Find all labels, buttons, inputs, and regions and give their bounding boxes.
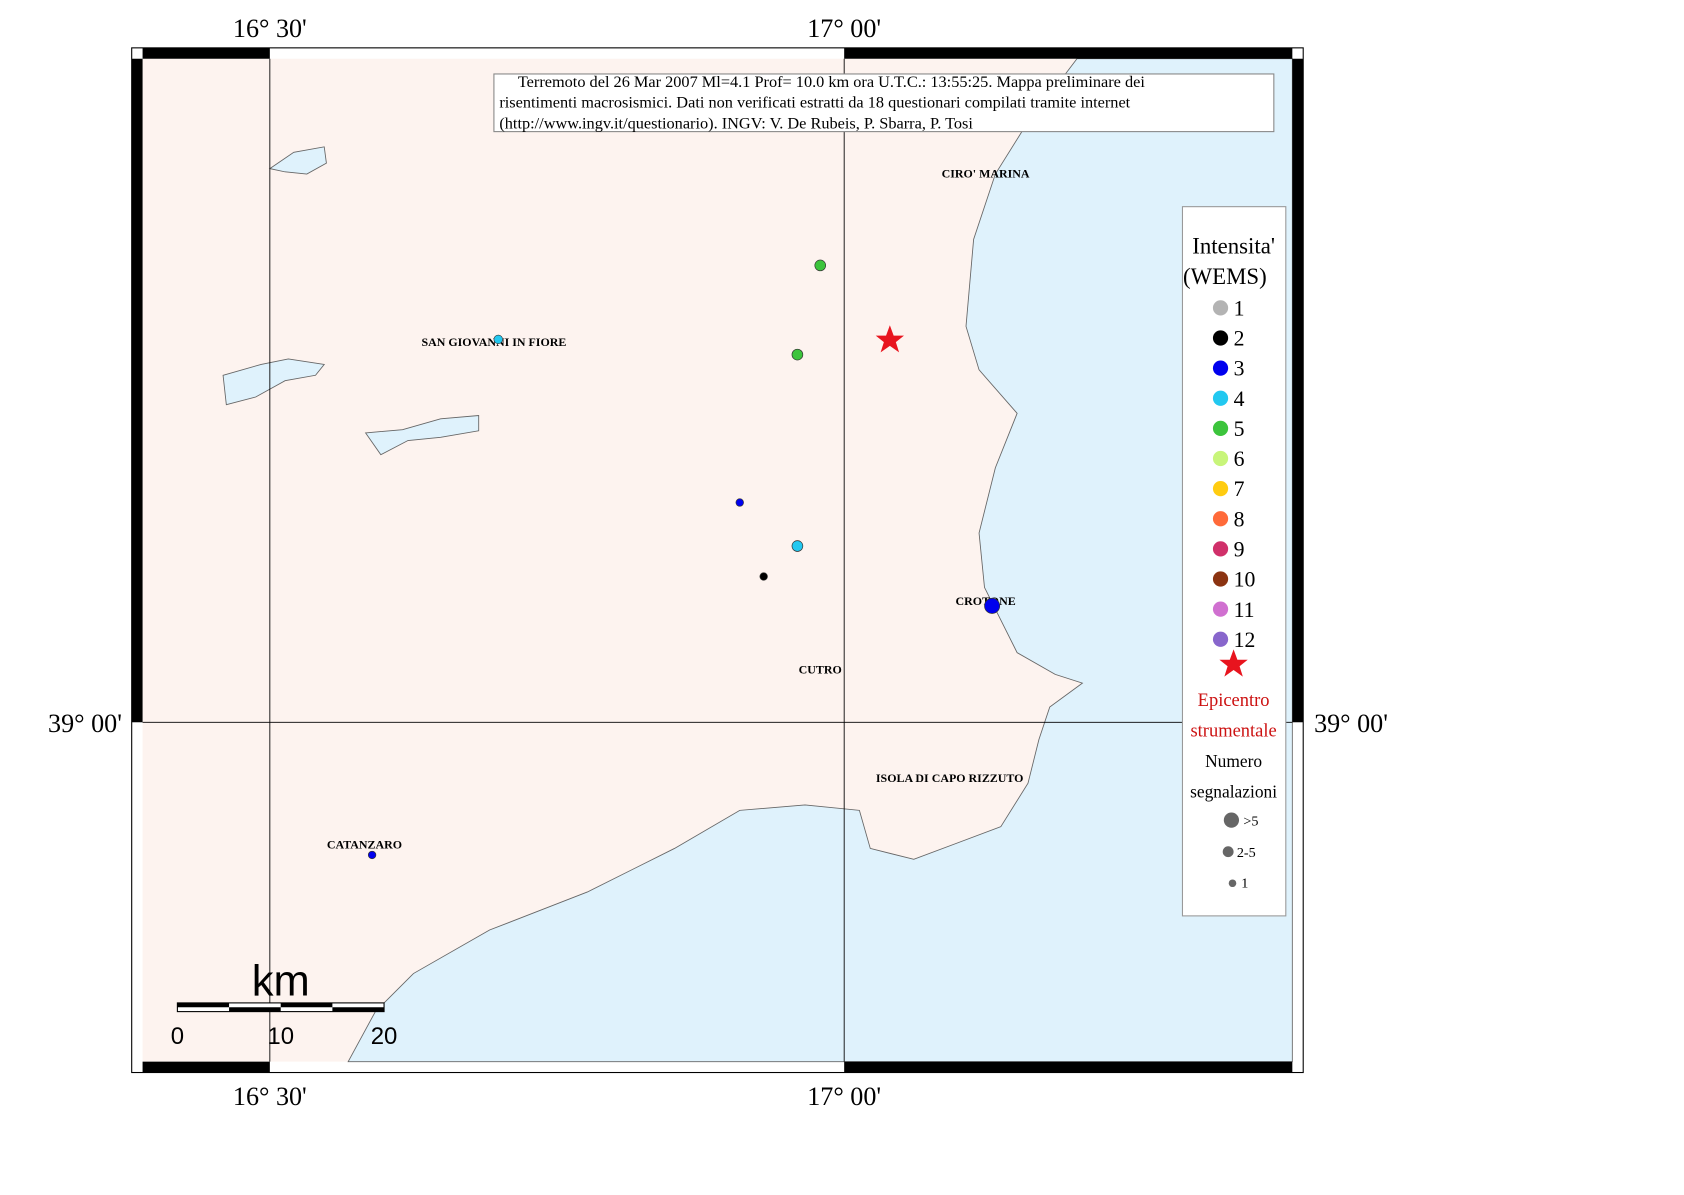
legend-label: 8	[1234, 507, 1245, 531]
legend-swatch	[1212, 450, 1229, 467]
legend-label: 1	[1234, 296, 1245, 320]
border-bars	[131, 47, 1304, 1073]
observation	[791, 348, 804, 361]
observation	[791, 540, 804, 552]
place-label: CUTRO	[799, 662, 842, 676]
legend-label: 12	[1234, 628, 1256, 652]
scale-unit: km	[252, 957, 310, 1005]
legend: Intensita' (WEMS) Epicentro strumentale …	[1181, 206, 1287, 917]
lat-label: 39° 00'	[48, 709, 122, 738]
note-line: (http://www.ingv.it/questionario). INGV:…	[499, 113, 973, 132]
scale-label: 20	[371, 1023, 398, 1050]
observation	[984, 597, 1001, 614]
legend-label: 11	[1234, 598, 1255, 622]
sea	[347, 58, 1293, 1063]
legend-swatch	[1212, 511, 1229, 527]
legend-label: 10	[1234, 568, 1256, 592]
lon-label: 17° 00'	[807, 1082, 881, 1111]
legend-title: Intensita'	[1192, 233, 1275, 258]
observation	[493, 334, 503, 345]
legend-swatch	[1212, 601, 1229, 617]
lake	[364, 415, 480, 456]
place-label: CIRO' MARINA	[942, 166, 1030, 180]
legend-swatch	[1212, 541, 1229, 557]
legend-size-label: >5	[1243, 814, 1258, 830]
observations	[367, 259, 1001, 860]
graticule	[142, 58, 1293, 1062]
scale-label: 0	[171, 1023, 184, 1050]
observation	[814, 259, 827, 272]
note-box	[493, 73, 1275, 133]
place-label: ISOLA DI CAPO RIZZUTO	[876, 771, 1024, 785]
legend-size-label: 2-5	[1237, 845, 1256, 861]
legend-swatch	[1212, 330, 1229, 346]
lon-label: 17° 00'	[807, 14, 881, 43]
place-label: CATANZARO	[327, 837, 402, 851]
place-label: SAN GIOVANNI IN FIORE	[421, 335, 566, 349]
legend-label: 6	[1234, 447, 1245, 471]
legend-size-label: 1	[1241, 876, 1248, 892]
legend-swatch	[1212, 571, 1229, 587]
legend-label: 4	[1234, 387, 1245, 411]
legend-swatch	[1212, 481, 1229, 497]
observation	[759, 572, 768, 581]
legend-swatch	[1212, 300, 1229, 316]
scale-label: 10	[267, 1023, 294, 1050]
lat-label: 39° 00'	[1314, 709, 1388, 738]
legend-box	[1181, 206, 1287, 917]
lon-label: 16° 30'	[233, 14, 307, 43]
legend-swatch	[1212, 631, 1229, 647]
observation	[367, 850, 377, 860]
legend-swatch	[1212, 360, 1229, 376]
legend-label: 5	[1234, 417, 1245, 441]
observation	[735, 498, 744, 507]
legend-star	[1219, 649, 1248, 677]
legend-label: 7	[1234, 477, 1245, 501]
legend-swatch	[1212, 390, 1229, 406]
epicenter-star	[875, 325, 905, 353]
legend-size	[1223, 812, 1240, 828]
legend-epicenter: strumentale	[1190, 720, 1276, 740]
legend-count-title: Numero	[1205, 751, 1262, 771]
lon-label: 16° 30'	[233, 1082, 307, 1111]
note-line: risentimenti macrosismici. Dati non veri…	[499, 93, 1130, 112]
legend-label: 2	[1234, 327, 1245, 351]
legend-size	[1228, 879, 1237, 888]
legend-title: (WEMS)	[1183, 264, 1267, 289]
scale-bar: km 0 10 20	[171, 957, 398, 1050]
legend-count-title: segnalazioni	[1190, 781, 1277, 801]
legend-swatch	[1212, 420, 1229, 436]
place-label: CROTONE	[955, 594, 1015, 608]
legend-epicenter: Epicentro	[1198, 690, 1270, 710]
legend-label: 9	[1234, 537, 1245, 561]
legend-label: 3	[1234, 357, 1245, 381]
legend-size	[1222, 846, 1234, 858]
lake	[268, 146, 327, 175]
note-line: Terremoto del 26 Mar 2007 Ml=4.1 Prof= 1…	[518, 72, 1146, 91]
